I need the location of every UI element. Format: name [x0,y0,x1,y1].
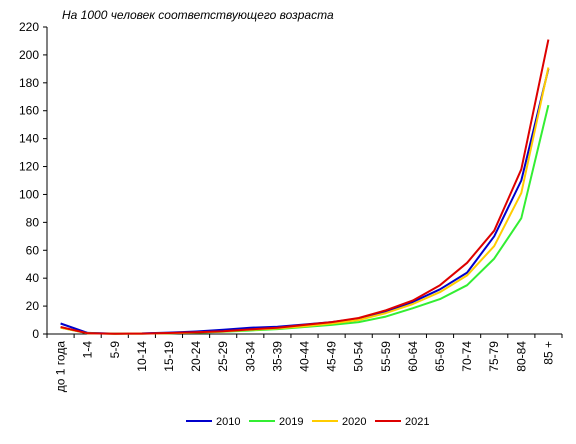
series-line-2021 [60,39,550,335]
y-tick-label: 200 [19,48,39,62]
y-tick-label: 20 [26,299,40,313]
x-tick-label: 25-29 [216,341,230,372]
x-tick-label: 15-19 [162,341,176,372]
y-tick-label: 120 [19,160,39,174]
y-tick-label: 160 [19,104,39,118]
x-tick-label: 75-79 [487,341,501,372]
legend: 2010 2019 2020 2021 [186,416,429,428]
y-tick-label: 220 [19,20,39,34]
legend-label-2020: 2020 [342,416,366,428]
x-tick-label: 65-69 [433,341,447,372]
x-tick-label: 80-84 [514,341,528,372]
y-tick-label: 40 [26,271,40,285]
x-tick-label: до 1 года [54,341,68,393]
y-tick-label: 60 [26,243,40,257]
x-tick-label: 40-44 [298,341,312,372]
series-group [60,39,550,335]
x-tick-label: 70-74 [460,341,474,372]
chart-subtitle: На 1000 человек соответствующего возраст… [62,8,334,22]
series-line-2019 [60,104,550,335]
x-tick-label: 5-9 [108,341,122,359]
legend-label-2019: 2019 [279,416,303,428]
x-tick-label: 45-49 [325,341,339,372]
y-tick-label: 180 [19,76,39,90]
x-tick-label: 35-39 [270,341,284,372]
legend-label-2010: 2010 [216,416,240,428]
x-tick-label: 50-54 [352,341,366,372]
x-tick-label: 1-4 [81,341,95,359]
x-tick-label: 60-64 [406,341,420,372]
y-tick-label: 140 [19,132,39,146]
x-tick-label: 30-34 [243,341,257,372]
series-line-2020 [60,67,550,335]
x-tick-label: 55-59 [379,341,393,372]
y-tick-label: 80 [26,215,40,229]
x-tick-label: 85 + [541,341,555,365]
series-line-2010 [60,68,550,335]
legend-label-2021: 2021 [405,416,429,428]
axes: 0 20 40 60 80 100 120 140 160 180 200 220 до 1 года 1… [19,20,563,393]
y-tick-label: 0 [32,327,39,341]
x-tick-label: 10-14 [135,341,149,372]
y-tick-label: 100 [19,187,39,201]
x-tick-label: 20-24 [189,341,203,372]
